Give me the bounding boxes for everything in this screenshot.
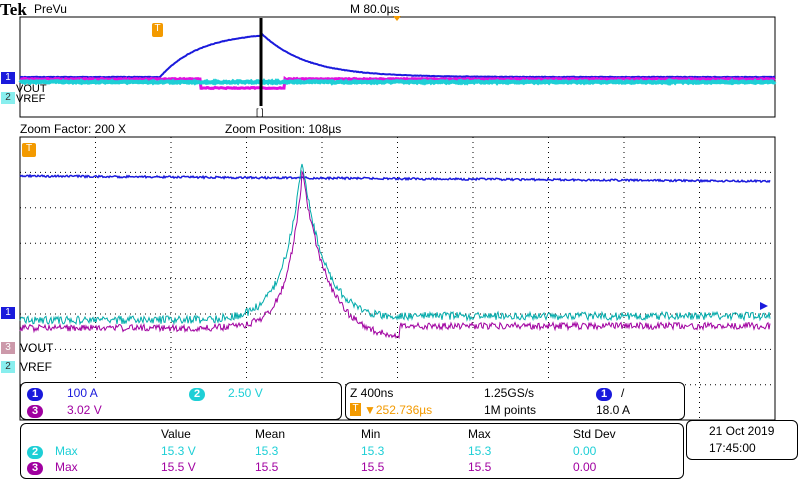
main-ch2-marker[interactable]: 2 bbox=[1, 361, 15, 373]
record-length: 1M points bbox=[484, 403, 537, 417]
zoom-position: Zoom Position: 108µs bbox=[225, 122, 342, 136]
meas-row1-mean: 15.3 bbox=[255, 444, 279, 458]
trigger-position-icon: T bbox=[350, 403, 361, 416]
preview-vout-label: VOUT bbox=[16, 83, 47, 95]
channel-scale-panel: 1 100 A 2 2.50 V 3 3.02 V bbox=[20, 382, 342, 420]
meas-row1-std: 0.00 bbox=[573, 444, 597, 458]
meas-row1-max: 15.3 bbox=[468, 444, 492, 458]
ch2-scale[interactable]: 2.50 V bbox=[228, 386, 263, 400]
meas-row1-channel: 2 bbox=[27, 446, 43, 459]
trigger-source-badge[interactable]: 1 bbox=[596, 388, 612, 401]
acquisition-panel: Z 400ns 1.25GS/s 1 / T ▼252.736µs 1M poi… bbox=[345, 382, 685, 420]
meas-header-min: Min bbox=[361, 427, 381, 441]
main-trigger-marker: T bbox=[22, 143, 36, 157]
sample-rate: 1.25GS/s bbox=[484, 386, 535, 400]
main-vref-label: VREF bbox=[20, 360, 53, 374]
meas-row1-min: 15.3 bbox=[361, 444, 385, 458]
datetime-panel: 21 Oct 2019 17:45:00 bbox=[686, 420, 798, 460]
meas-row2-mean: 15.5 bbox=[255, 460, 279, 474]
zoom-box-marker[interactable]: [ ] bbox=[256, 107, 264, 117]
main-ch1-trace bbox=[19, 173, 771, 184]
meas-row2-min: 15.5 bbox=[361, 460, 385, 474]
meas-row2-value: 15.5 V bbox=[161, 460, 196, 474]
main-ch1-marker[interactable]: 1 bbox=[1, 307, 15, 319]
preview-ch2-marker[interactable]: 2 bbox=[1, 92, 15, 104]
meas-row2-max: 15.5 bbox=[468, 460, 492, 474]
ch3-badge[interactable]: 3 bbox=[27, 405, 43, 418]
zoom-time[interactable]: Z 400ns bbox=[350, 386, 394, 400]
meas-row1-name[interactable]: Max bbox=[55, 444, 78, 458]
meas-header-mean: Mean bbox=[255, 427, 286, 441]
preview-ch1-trace bbox=[19, 32, 775, 79]
preview-frame bbox=[19, 16, 776, 118]
time: 17:45:00 bbox=[709, 441, 756, 455]
preview-ch3-trace bbox=[19, 75, 776, 91]
trigger-position[interactable]: ▼252.736µs bbox=[364, 403, 433, 417]
meas-header-max: Max bbox=[468, 427, 491, 441]
trigger-level[interactable]: 18.0 A bbox=[596, 403, 631, 417]
preview-ch1-marker[interactable]: 1 bbox=[1, 72, 15, 84]
trigger-slope-icon[interactable]: / bbox=[621, 386, 625, 400]
meas-header-std: Std Dev bbox=[573, 427, 616, 441]
meas-header-value: Value bbox=[161, 427, 191, 441]
date: 21 Oct 2019 bbox=[709, 424, 775, 438]
preview-ch2-trace bbox=[18, 77, 777, 87]
mode-label: PreVu bbox=[34, 2, 67, 16]
main-ch3-marker[interactable]: 3 bbox=[1, 342, 15, 354]
meas-row2-std: 0.00 bbox=[573, 460, 597, 474]
trigger-level-marker bbox=[760, 302, 768, 310]
main-ch3-trace bbox=[19, 169, 771, 340]
meas-row2-name[interactable]: Max bbox=[55, 460, 78, 474]
meas-row1-value: 15.3 V bbox=[161, 444, 196, 458]
timebase-readout[interactable]: M 80.0µs bbox=[350, 2, 400, 16]
ch1-scale[interactable]: 100 A bbox=[67, 386, 98, 400]
ch3-scale[interactable]: 3.02 V bbox=[67, 403, 102, 417]
meas-row2-channel: 3 bbox=[27, 462, 43, 475]
preview-trigger-marker: T bbox=[152, 23, 163, 37]
main-vout-label: VOUT bbox=[20, 341, 54, 355]
zoom-factor: Zoom Factor: 200 X bbox=[20, 122, 127, 136]
main-ch2-trace bbox=[19, 163, 771, 326]
preview-vref-label: VREF bbox=[16, 93, 46, 105]
brand-logo: Tek bbox=[0, 0, 27, 19]
preview-trigger-position-marker bbox=[393, 16, 401, 21]
measurements-panel: Value Mean Min Max Std Dev 2 Max 15.3 V … bbox=[20, 423, 684, 479]
ch1-badge[interactable]: 1 bbox=[27, 388, 43, 401]
ch2-badge[interactable]: 2 bbox=[189, 388, 205, 401]
